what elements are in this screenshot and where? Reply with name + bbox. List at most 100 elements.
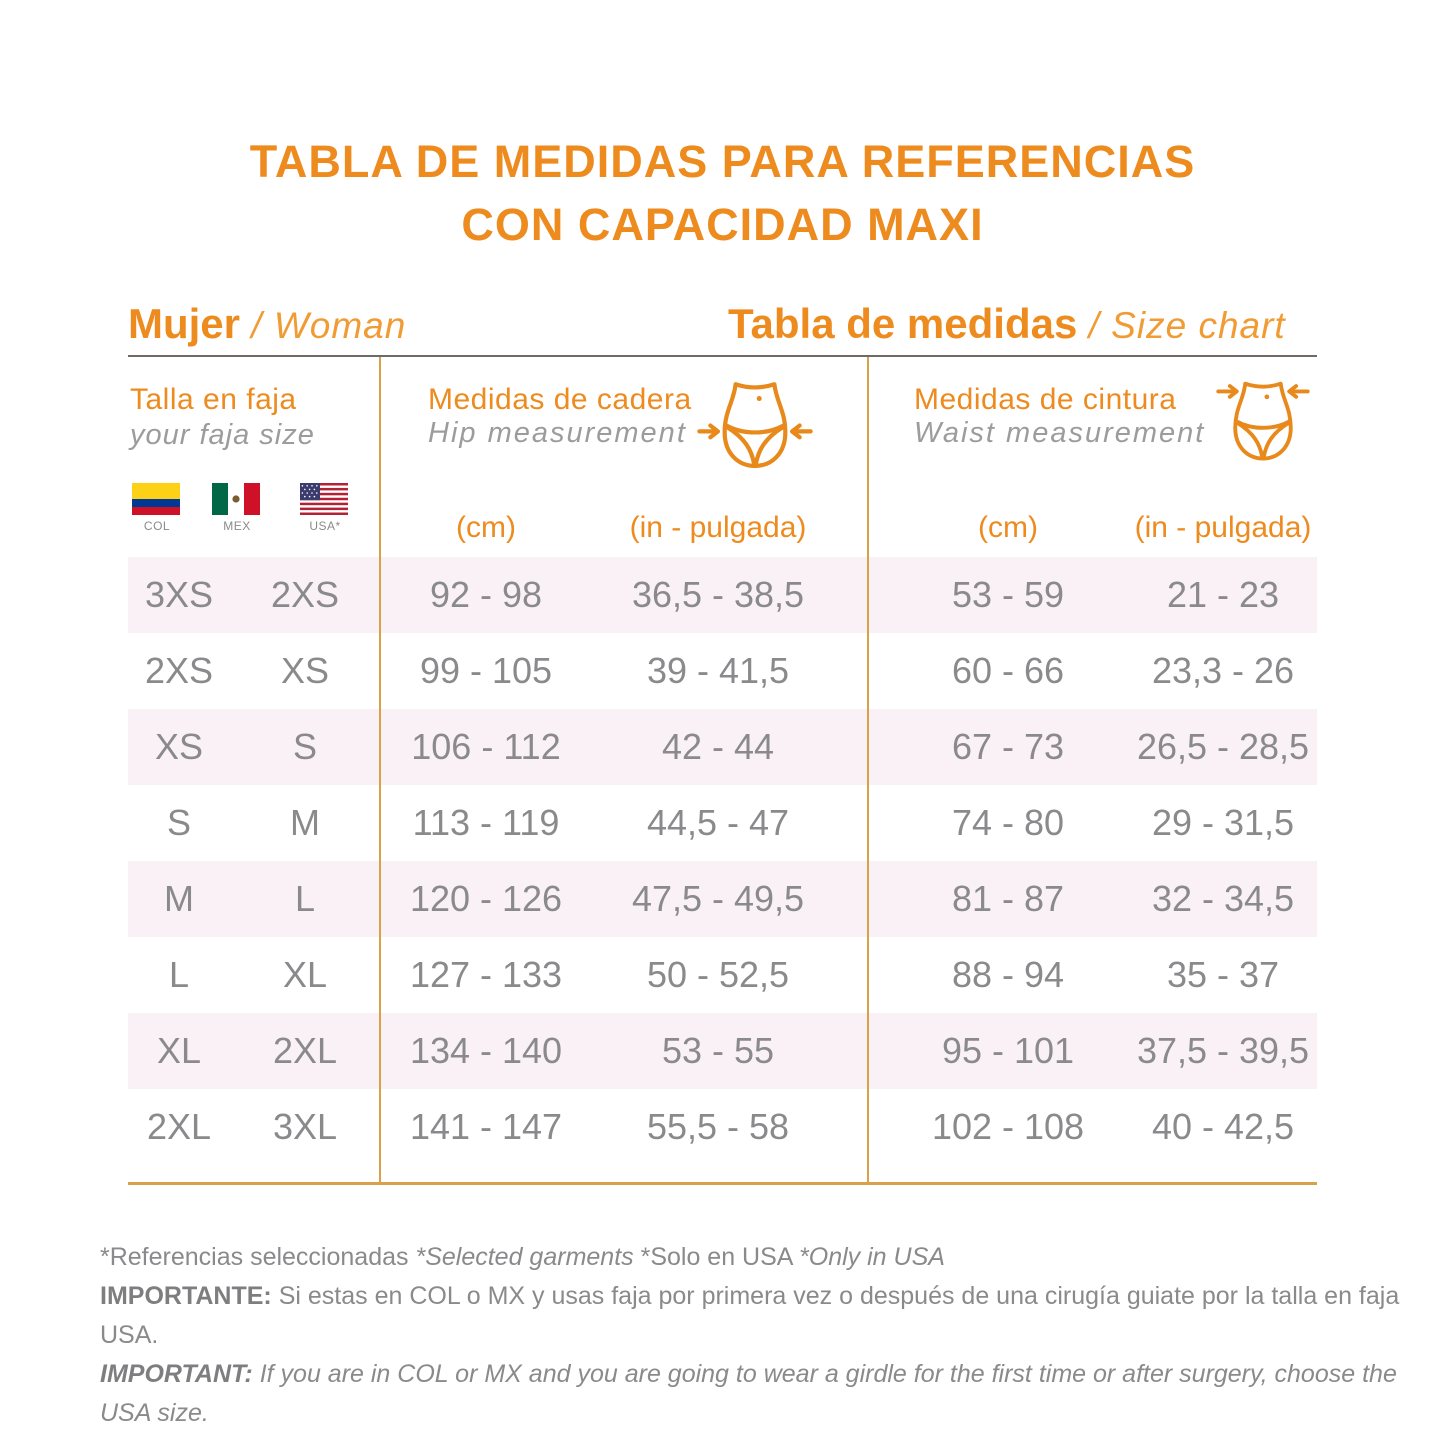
section-header-woman-en: / Woman: [240, 305, 407, 346]
cell-hip-in: 47,5 - 49,5: [631, 878, 805, 919]
footnote-ref-en-2: *Only in USA: [799, 1243, 945, 1271]
footnote-ref-es-2: *Solo en USA: [640, 1243, 800, 1271]
flag-label-col: COL: [143, 519, 171, 533]
cell-size-colmex: M: [164, 878, 194, 919]
unit-label-waist-cm: (cm): [978, 511, 1038, 544]
table-row: XS S 106 - 112 42 - 44 67 - 73 26,5 - 28…: [128, 709, 1317, 785]
cell-hip-in: 39 - 41,5: [646, 650, 790, 691]
footnote-important: IMPORTANT: If you are in COL or MX and y…: [100, 1355, 1430, 1433]
cell-size-colmex: S: [166, 802, 191, 843]
cell-size-usa: S: [292, 726, 317, 767]
cell-size-usa: XL: [282, 954, 328, 995]
cell-size-usa: 3XL: [272, 1106, 338, 1147]
cell-waist-cm: 95 - 101: [941, 1030, 1075, 1071]
size-table-rows: 3XS 2XS 92 - 98 36,5 - 38,5 53 - 59 21 -…: [128, 557, 1317, 1165]
cell-size-colmex: 2XL: [146, 1106, 212, 1147]
units-row: (cm) (in - pulgada) (cm) (in - pulgada): [128, 505, 1317, 551]
table-row: 3XS 2XS 92 - 98 36,5 - 38,5 53 - 59 21 -…: [128, 557, 1317, 633]
hip-measurement-icon: [696, 382, 813, 469]
cell-waist-cm: 60 - 66: [951, 650, 1065, 691]
section-header-woman-es: Mujer: [128, 300, 241, 347]
column-header-waist: Medidas de cintura Waist measurement: [868, 357, 1317, 557]
cell-hip-cm: 113 - 119: [412, 802, 560, 843]
cell-size-usa: 2XL: [272, 1030, 338, 1071]
table-row: 2XL 3XL 141 - 147 55,5 - 58 102 - 108 40…: [128, 1089, 1317, 1165]
cell-hip-cm: 127 - 133: [409, 954, 563, 995]
cell-size-colmex: 2XS: [144, 650, 214, 691]
flag-label-mex: MEX: [223, 519, 251, 533]
cell-hip-cm: 92 - 98: [429, 574, 543, 615]
flag-usa: USA*: [298, 483, 352, 533]
table-row: L XL 127 - 133 50 - 52,5 88 - 94 35 - 37: [128, 937, 1317, 1013]
waist-column-title: Medidas de cintura: [914, 383, 1177, 416]
cell-hip-cm: 99 - 105: [419, 650, 553, 691]
cell-size-colmex: 3XS: [144, 574, 214, 615]
cell-size-usa: M: [290, 802, 320, 843]
footnote-ref-en-1: *Selected garments: [415, 1243, 641, 1271]
section-headers: Mujer / Woman Tabla de medidas / Size ch…: [128, 300, 1317, 355]
cell-hip-cm: 141 - 147: [409, 1106, 563, 1147]
unit-label-waist-in: (in - pulgada): [1134, 511, 1312, 544]
cell-hip-cm: 106 - 112: [411, 726, 561, 767]
waist-measurement-icon: [1216, 381, 1311, 461]
page-title-line2: CON CAPACIDAD MAXI: [461, 199, 984, 250]
footnote-important-text: If you are in COL or MX and you are goin…: [100, 1360, 1397, 1427]
footnotes: *Referencias seleccionadas *Selected gar…: [100, 1238, 1430, 1433]
cell-size-colmex: XL: [156, 1030, 202, 1071]
hip-column-subtitle: Hip measurement: [428, 417, 687, 449]
page-title-line1: TABLA DE MEDIDAS PARA REFERENCIAS: [249, 136, 1196, 187]
unit-label-hip-in: (in - pulgada): [629, 511, 807, 544]
cell-waist-cm: 53 - 59: [951, 574, 1065, 615]
cell-hip-cm: 134 - 140: [409, 1030, 563, 1071]
size-column-subtitle: your faja size: [130, 419, 315, 451]
column-divider-left: [379, 357, 381, 1182]
cell-waist-in: 40 - 42,5: [1151, 1106, 1295, 1147]
cell-waist-in: 32 - 34,5: [1151, 878, 1295, 919]
column-header-hip: Medidas de cadera Hip measurement: [380, 357, 868, 557]
cell-waist-in: 35 - 37: [1166, 954, 1280, 995]
cell-hip-in: 55,5 - 58: [646, 1106, 790, 1147]
unit-label-hip-cm: (cm): [456, 511, 516, 544]
cell-waist-in: 21 - 23: [1166, 574, 1280, 615]
cell-hip-in: 53 - 55: [661, 1030, 775, 1071]
size-chart-table: Talla en faja your faja size COL MEX: [128, 355, 1317, 1185]
cell-size-usa: L: [294, 878, 316, 919]
cell-waist-cm: 74 - 80: [951, 802, 1065, 843]
cell-hip-in: 42 - 44: [661, 726, 775, 767]
cell-hip-in: 36,5 - 38,5: [631, 574, 805, 615]
cell-hip-in: 50 - 52,5: [646, 954, 790, 995]
footnote-ref-es-1: *Referencias seleccionadas: [100, 1243, 416, 1271]
footnote-importante-text: Si estas en COL o MX y usas faja por pri…: [100, 1282, 1400, 1349]
page-title: TABLA DE MEDIDAS PARA REFERENCIAS CON CA…: [0, 130, 1445, 256]
usa-flag-icon: [300, 483, 348, 515]
hip-column-title: Medidas de cadera: [428, 383, 692, 416]
footnote-importante: IMPORTANTE: Si estas en COL o MX y usas …: [100, 1277, 1430, 1355]
cell-size-usa: XS: [280, 650, 330, 691]
section-header-size-chart: Tabla de medidas / Size chart: [728, 300, 1286, 348]
cell-hip-cm: 120 - 126: [409, 878, 563, 919]
flags-row: COL MEX: [128, 483, 380, 553]
cell-waist-in: 37,5 - 39,5: [1136, 1030, 1310, 1071]
size-column-title: Talla en faja: [130, 383, 297, 416]
cell-waist-cm: 102 - 108: [931, 1106, 1085, 1147]
colombia-flag-icon: [132, 483, 180, 515]
column-divider-right: [867, 357, 869, 1182]
footnote-important-label: IMPORTANT:: [100, 1360, 253, 1388]
table-row: M L 120 - 126 47,5 - 49,5 81 - 87 32 - 3…: [128, 861, 1317, 937]
footnote-references: *Referencias seleccionadas *Selected gar…: [100, 1238, 1430, 1277]
cell-waist-in: 23,3 - 26: [1151, 650, 1295, 691]
table-row: XL 2XL 134 - 140 53 - 55 95 - 101 37,5 -…: [128, 1013, 1317, 1089]
flag-mexico: MEX: [210, 483, 264, 533]
section-header-size-chart-en: / Size chart: [1077, 305, 1286, 346]
cell-waist-cm: 81 - 87: [951, 878, 1065, 919]
footnote-importante-label: IMPORTANTE:: [100, 1282, 272, 1310]
cell-waist-in: 26,5 - 28,5: [1136, 726, 1310, 767]
cell-waist-cm: 88 - 94: [951, 954, 1065, 995]
section-header-woman: Mujer / Woman: [128, 300, 406, 348]
cell-waist-in: 29 - 31,5: [1151, 802, 1295, 843]
section-header-size-chart-es: Tabla de medidas: [728, 300, 1078, 347]
cell-hip-in: 44,5 - 47: [646, 802, 790, 843]
table-row: S M 113 - 119 44,5 - 47 74 - 80 29 - 31,…: [128, 785, 1317, 861]
flag-colombia: COL: [130, 483, 184, 533]
column-header-size: Talla en faja your faja size COL MEX: [128, 357, 380, 557]
